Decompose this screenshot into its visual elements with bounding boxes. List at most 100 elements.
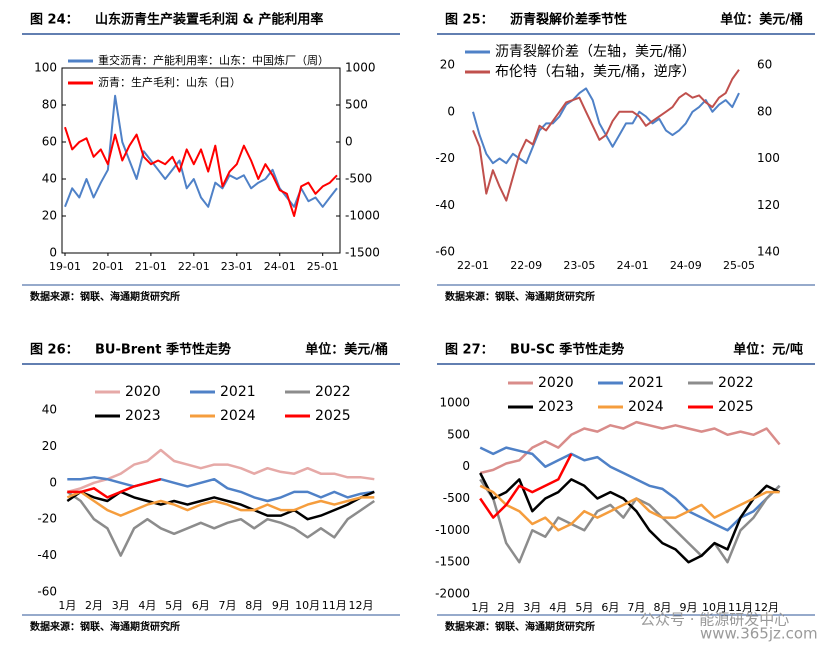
x-tick-label: 8月	[653, 601, 671, 614]
series-line	[479, 478, 781, 564]
watermark: 公众号 · 能源研发中心	[640, 611, 789, 629]
figure-label: 图 27：	[445, 343, 494, 358]
legend-label: 2024	[628, 399, 664, 415]
x-tick-label: 12月	[754, 601, 779, 614]
y-tick-label: -500	[443, 491, 470, 505]
y-tick-label: -1000	[435, 523, 470, 537]
series-line	[479, 420, 781, 475]
x-tick-label: 24-01	[617, 259, 649, 272]
y2-tick-label: -500	[345, 172, 372, 186]
legend-label: 布伦特（右轴，美元/桶，逆序）	[495, 64, 696, 80]
x-tick-label: 23-01	[221, 260, 253, 273]
figure-label: 图 26：	[30, 343, 79, 358]
legend-label: 2021	[220, 384, 256, 400]
x-tick-label: 22-09	[510, 259, 542, 272]
y-tick-label: 20	[440, 58, 455, 72]
x-tick-label: 1月	[58, 599, 76, 612]
y-tick-label: 20	[42, 209, 57, 223]
series-line	[479, 453, 573, 519]
y-tick-label: 40	[42, 403, 57, 417]
series-line	[479, 472, 781, 564]
legend-label: 2020	[125, 384, 161, 400]
x-tick-label: 8月	[245, 599, 263, 612]
series-line	[66, 490, 376, 557]
figure-title: 山东沥青生产装置毛利润 & 产能利用率	[95, 12, 323, 28]
x-tick-label: 7月	[219, 599, 237, 612]
source: 数据来源：钢联、海通期货研究所	[30, 620, 180, 633]
x-tick-label: 7月	[627, 601, 645, 614]
y-tick-label: -60	[37, 585, 57, 599]
series-line	[66, 448, 375, 494]
figure-label: 图 25：	[445, 13, 494, 28]
legend-label: 2021	[628, 375, 664, 391]
legend-label: 2025	[718, 399, 754, 415]
series-line	[66, 490, 375, 517]
legend-label: 重交沥青：产能利用率：山东：中国炼厂（周）	[98, 53, 329, 67]
y2-tick-label: 140	[757, 245, 780, 259]
x-tick-label: 5月	[575, 601, 593, 614]
series-line	[67, 477, 162, 499]
y-tick-label: 0	[447, 104, 455, 118]
y-tick-label: 0	[49, 246, 57, 260]
y-tick-label: -2000	[435, 587, 470, 601]
x-tick-label: 4月	[549, 601, 567, 614]
y-tick-label: -40	[435, 198, 455, 212]
series-line	[67, 476, 375, 503]
y2-tick-label: -1500	[345, 246, 380, 260]
x-tick-label: 1月	[471, 601, 489, 614]
x-tick-label: 12月	[348, 599, 373, 612]
plot-frame	[61, 67, 341, 254]
x-tick-label: 9月	[272, 599, 290, 612]
y-tick-label: 40	[42, 172, 57, 186]
figure-label: 图 24：	[30, 13, 79, 28]
y-tick-label: 0	[462, 459, 470, 473]
y-tick-label: -60	[435, 245, 455, 259]
unit: 单位：元/吨	[733, 342, 803, 358]
legend-label: 2022	[315, 384, 351, 400]
series-line	[479, 446, 781, 532]
x-tick-label: 6月	[192, 599, 210, 612]
y-tick-label: 0	[49, 475, 57, 489]
source: 数据来源：钢联、海通期货研究所	[445, 290, 595, 303]
series-line	[472, 69, 740, 202]
source: 数据来源：钢联、海通期货研究所	[445, 620, 595, 633]
y2-tick-label: 60	[757, 58, 772, 72]
source: 数据来源：钢联、海通期货研究所	[30, 290, 180, 303]
legend-label: 2025	[315, 408, 351, 424]
legend-label: 2024	[220, 408, 256, 424]
watermark: www.365jz.com	[700, 625, 817, 643]
series-line	[64, 126, 338, 217]
y-tick-label: -20	[435, 151, 455, 165]
y-tick-label: 80	[42, 98, 57, 112]
y-tick-label: 20	[42, 439, 57, 453]
series-line	[64, 94, 338, 208]
figure-title: 沥青裂解价差季节性	[510, 12, 627, 28]
x-tick-label: 22-01	[457, 259, 489, 272]
legend-label: 2020	[538, 375, 574, 391]
legend-label: 沥青：生产毛利：山东（日）	[98, 75, 241, 89]
x-tick-label: 2月	[85, 599, 103, 612]
y2-tick-label: 0	[345, 135, 353, 149]
y2-tick-label: -1000	[345, 209, 380, 223]
x-tick-label: 20-01	[92, 260, 124, 273]
unit: 单位：美元/桶	[305, 342, 388, 358]
y-tick-label: 1000	[439, 396, 470, 410]
y2-tick-label: 120	[757, 198, 780, 212]
x-tick-label: 3月	[112, 599, 130, 612]
x-tick-label: 10月	[702, 601, 727, 614]
legend-label: 2023	[125, 408, 161, 424]
figure-title: BU-SC 季节性走势	[510, 342, 624, 358]
y2-tick-label: 100	[757, 151, 780, 165]
legend-label: 沥青裂解价差（左轴，美元/桶）	[495, 44, 696, 60]
x-tick-label: 11月	[322, 599, 347, 612]
x-tick-label: 25-05	[723, 259, 755, 272]
x-tick-label: 24-01	[264, 260, 296, 273]
x-tick-label: 23-05	[563, 259, 595, 272]
series-line	[479, 484, 780, 532]
x-tick-label: 3月	[523, 601, 541, 614]
x-tick-label: 19-01	[49, 260, 81, 273]
x-tick-label: 9月	[679, 601, 697, 614]
y-tick-label: -40	[37, 548, 57, 562]
x-tick-label: 22-01	[178, 260, 210, 273]
